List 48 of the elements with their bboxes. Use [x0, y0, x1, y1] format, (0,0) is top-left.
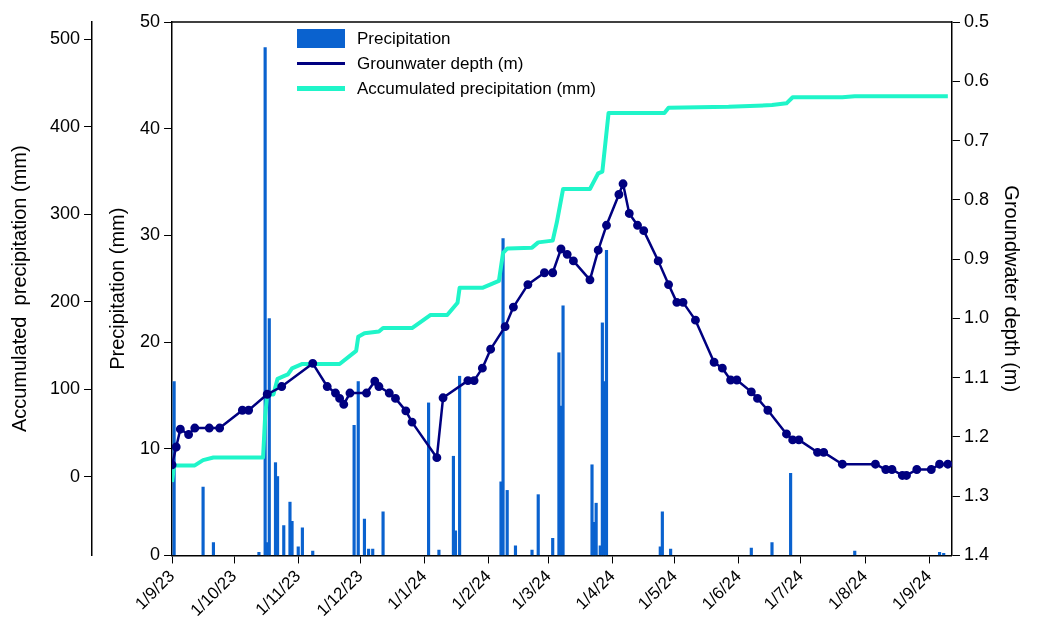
y2-tick-label: 0.8: [963, 188, 990, 209]
legend-label: Grounwater depth (m): [357, 53, 524, 75]
bar: [660, 511, 664, 556]
y2-tick-label: 0.6: [963, 70, 990, 91]
y3-tick-label: 200: [49, 290, 81, 311]
y2-tick-label: 1.1: [963, 366, 990, 387]
bar: [590, 464, 594, 556]
bar: [201, 486, 205, 556]
bar: [211, 542, 216, 556]
bar: [551, 538, 555, 556]
y2-tick-label: 0.7: [963, 129, 990, 150]
y3-tick-label: 400: [49, 115, 81, 136]
legend-label: Accumulated precipitation (mm): [357, 78, 597, 100]
y2-tick-label: 0.9: [963, 248, 990, 269]
y3-tick-label: 100: [49, 378, 81, 399]
bar: [362, 518, 367, 556]
y-tick-label: 10: [140, 437, 161, 458]
legend-label: Precipitation: [357, 28, 451, 50]
y-axis-title: Precipitation (mm): [105, 207, 128, 370]
y3-axis-title: Accumulated precipitation (mm): [7, 145, 30, 433]
y2-tick-label: 0.5: [963, 10, 990, 31]
y-tick-label: 50: [140, 10, 161, 31]
bar: [604, 250, 609, 556]
bar: [530, 549, 534, 556]
y3-tick-label: 300: [49, 203, 81, 224]
y-tick-label: 40: [140, 117, 161, 138]
bar: [770, 542, 774, 556]
y2-tick-label: 1.4: [963, 544, 990, 565]
bar: [427, 402, 431, 556]
bar: [561, 305, 565, 556]
y2-tick-label: 1.2: [963, 425, 990, 446]
bar: [257, 551, 261, 556]
bar: [282, 525, 286, 556]
bar: [300, 527, 304, 556]
bar: [356, 381, 360, 556]
y-tick-label: 20: [140, 331, 161, 352]
y3-tick-label: 0: [70, 465, 81, 486]
bar: [437, 549, 441, 556]
bar: [458, 375, 462, 556]
y2-tick-label: 1.0: [963, 307, 990, 328]
y2-axis-title: Groundwater depth (m): [1001, 185, 1024, 393]
y2-tick-label: 1.3: [963, 485, 990, 506]
bar: [536, 494, 540, 556]
bar: [381, 511, 385, 556]
y3-tick-label: 500: [49, 28, 81, 49]
y-tick-label: 0: [150, 544, 161, 565]
bar: [789, 472, 793, 556]
y-tick-label: 30: [140, 224, 161, 245]
